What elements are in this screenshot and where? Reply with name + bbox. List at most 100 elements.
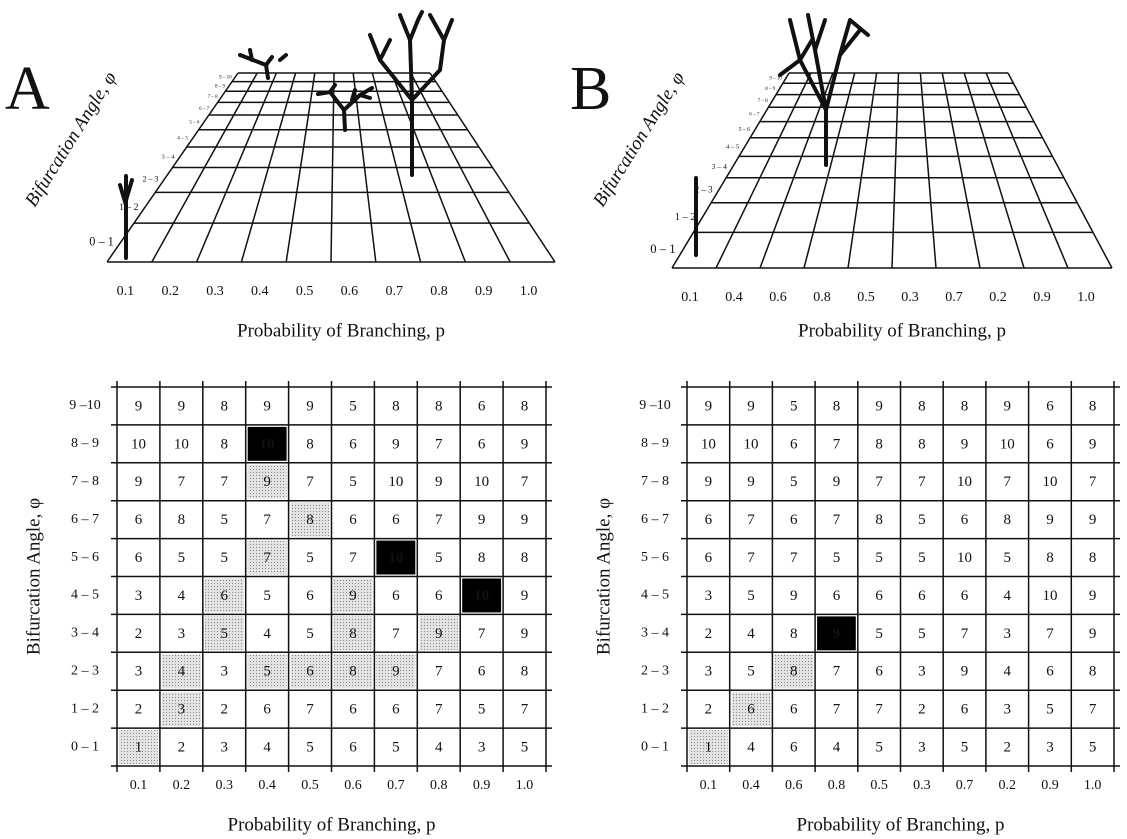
perspective-row-label: 4 – 5 — [726, 144, 740, 151]
cell-value: 8 — [349, 664, 357, 680]
perspective-row-label: 6 – 7 — [749, 112, 760, 118]
cell-value: 9 — [521, 588, 529, 604]
cell-value: 5 — [349, 474, 357, 490]
cell-value: 6 — [349, 739, 357, 755]
table-col-label: 0.6 — [344, 778, 362, 793]
cell-value: 6 — [1046, 664, 1054, 680]
table-row-label: 3 – 4 — [71, 626, 99, 641]
cell-value: 8 — [918, 398, 926, 414]
cell-value: 9 — [521, 626, 529, 642]
cell-shaded — [119, 730, 158, 764]
perspective-col-line — [410, 72, 511, 263]
cell-value: 6 — [306, 588, 314, 604]
table-col-label: 0.4 — [258, 778, 276, 793]
perspective-col-label: 0.7 — [945, 290, 963, 305]
cell-value: 4 — [263, 626, 271, 642]
cell-value: 7 — [435, 436, 443, 452]
cell-value: 6 — [349, 512, 357, 528]
cell-value: 9 — [178, 398, 186, 414]
cell-value: 9 — [1089, 626, 1097, 642]
perspective-col-label: 0.6 — [341, 284, 359, 299]
tree-drawings — [118, 10, 870, 260]
table-row-label: 2 – 3 — [71, 663, 99, 678]
table-col-label: 0.5 — [870, 778, 888, 793]
cell-value: 2 — [1004, 739, 1012, 755]
cell-shaded — [161, 654, 201, 689]
cell-shaded — [333, 654, 373, 689]
perspective-col-label: 0.3 — [206, 284, 224, 299]
perspective-col-label: 0.3 — [901, 290, 919, 305]
cell-value: 7 — [875, 474, 883, 490]
cell-value: 8 — [306, 436, 314, 452]
cell-value: 2 — [135, 702, 143, 718]
cell-value: 10 — [474, 588, 489, 604]
cell-value: 6 — [790, 702, 798, 718]
cell-value: 6 — [435, 588, 443, 604]
cell-value: 5 — [178, 550, 186, 566]
cell-value: 4 — [178, 588, 186, 604]
cell-value: 8 — [1046, 550, 1054, 566]
perspective-col-line — [285, 72, 316, 263]
perspective-col-label: 0.1 — [117, 284, 135, 299]
cell-value: 6 — [961, 702, 969, 718]
cell-value: 10 — [957, 550, 972, 566]
cell-value: 7 — [306, 474, 314, 490]
cell-value: 9 — [1046, 512, 1054, 528]
cell-value: 2 — [221, 702, 229, 718]
cell-value: 8 — [1089, 664, 1097, 680]
cell-value: 9 — [435, 474, 443, 490]
table-col-label: 0.8 — [430, 778, 448, 793]
cell-value: 7 — [306, 702, 314, 718]
perspective-row-label: 5 – 6 — [738, 127, 750, 133]
perspective-col-label: 0.9 — [1033, 290, 1051, 305]
cell-value: 7 — [435, 702, 443, 718]
cell-shaded — [333, 616, 373, 651]
perspective-row-label: 0 – 1 — [89, 234, 114, 248]
cell-value: 4 — [833, 739, 841, 755]
cell-value: 9 — [135, 474, 143, 490]
cell-shaded — [419, 616, 459, 651]
cell-value: 9 — [392, 436, 400, 452]
cell-value: 10 — [260, 436, 275, 452]
cell-value: 4 — [435, 739, 443, 755]
table-row-label: 2 – 3 — [641, 663, 669, 678]
cell-value: 8 — [392, 398, 400, 414]
cell-value: 8 — [875, 512, 883, 528]
cell-value: 9 — [349, 588, 357, 604]
cell-value: 9 — [705, 398, 713, 414]
table-row-label: 0 – 1 — [71, 739, 99, 754]
table-row-label: 8 – 9 — [71, 436, 99, 451]
perspective-col-label: 0.4 — [725, 290, 743, 305]
table-row-label: 3 – 4 — [641, 626, 669, 641]
perspective-col-line — [941, 72, 981, 269]
perspective-col-label: 0.2 — [989, 290, 1007, 305]
cell-value: 8 — [306, 512, 314, 528]
cell-value: 9 — [435, 626, 443, 642]
cell-value: 5 — [221, 626, 229, 642]
cell-value: 5 — [521, 739, 529, 755]
perspective-col-line — [106, 72, 239, 263]
cell-value: 7 — [478, 626, 486, 642]
table-col-label: 0.9 — [473, 778, 491, 793]
cell-value: 3 — [705, 664, 713, 680]
cell-value: 6 — [1046, 398, 1054, 414]
cell-value: 2 — [135, 626, 143, 642]
perspective-x-label: Probability of Branching, p — [237, 320, 445, 341]
cell-value: 9 — [478, 512, 486, 528]
perspective-row-label: 7 – 8 — [758, 99, 769, 104]
perspective-row-label: 9 – 10 — [219, 75, 232, 80]
perspective-col-line — [919, 72, 937, 269]
cell-value: 2 — [918, 702, 926, 718]
cell-value: 6 — [875, 664, 883, 680]
perspective-row-label: 7 – 8 — [208, 95, 219, 100]
cell-value: 9 — [306, 398, 314, 414]
perspective-row-label: 3 – 4 — [161, 154, 175, 161]
cell-value: 9 — [747, 474, 755, 490]
table-col-label: 0.8 — [828, 778, 846, 793]
cell-value: 9 — [1004, 398, 1012, 414]
cell-value: 4 — [263, 739, 271, 755]
cell-value: 6 — [790, 512, 798, 528]
perspective-col-line — [195, 72, 278, 263]
cell-value: 6 — [790, 739, 798, 755]
table-y-label: Bifurcation Angle, φ — [593, 498, 614, 655]
